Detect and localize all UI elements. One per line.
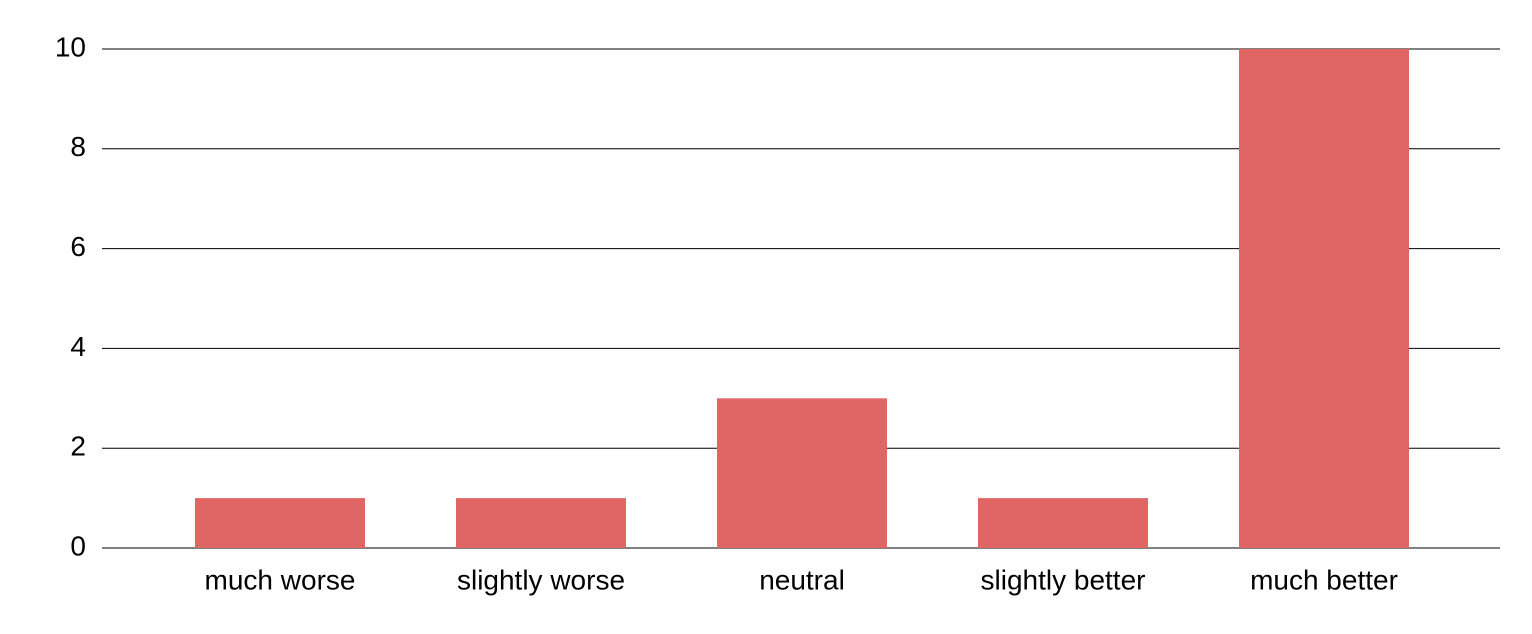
bar xyxy=(195,498,365,548)
x-tick-label: slightly worse xyxy=(457,564,625,595)
bar xyxy=(717,398,887,548)
y-tick-label: 4 xyxy=(70,331,86,362)
bar xyxy=(978,498,1148,548)
x-tick-label: much worse xyxy=(205,564,356,595)
x-tick-label: much better xyxy=(1250,564,1398,595)
y-tick-label: 6 xyxy=(70,231,86,262)
y-tick-label: 0 xyxy=(70,530,86,561)
y-tick-label: 8 xyxy=(70,131,86,162)
bar xyxy=(456,498,626,548)
bar xyxy=(1239,49,1409,548)
x-tick-label: neutral xyxy=(759,564,845,595)
x-tick-label: slightly better xyxy=(981,564,1146,595)
y-tick-label: 10 xyxy=(55,31,86,62)
y-tick-label: 2 xyxy=(70,431,86,462)
